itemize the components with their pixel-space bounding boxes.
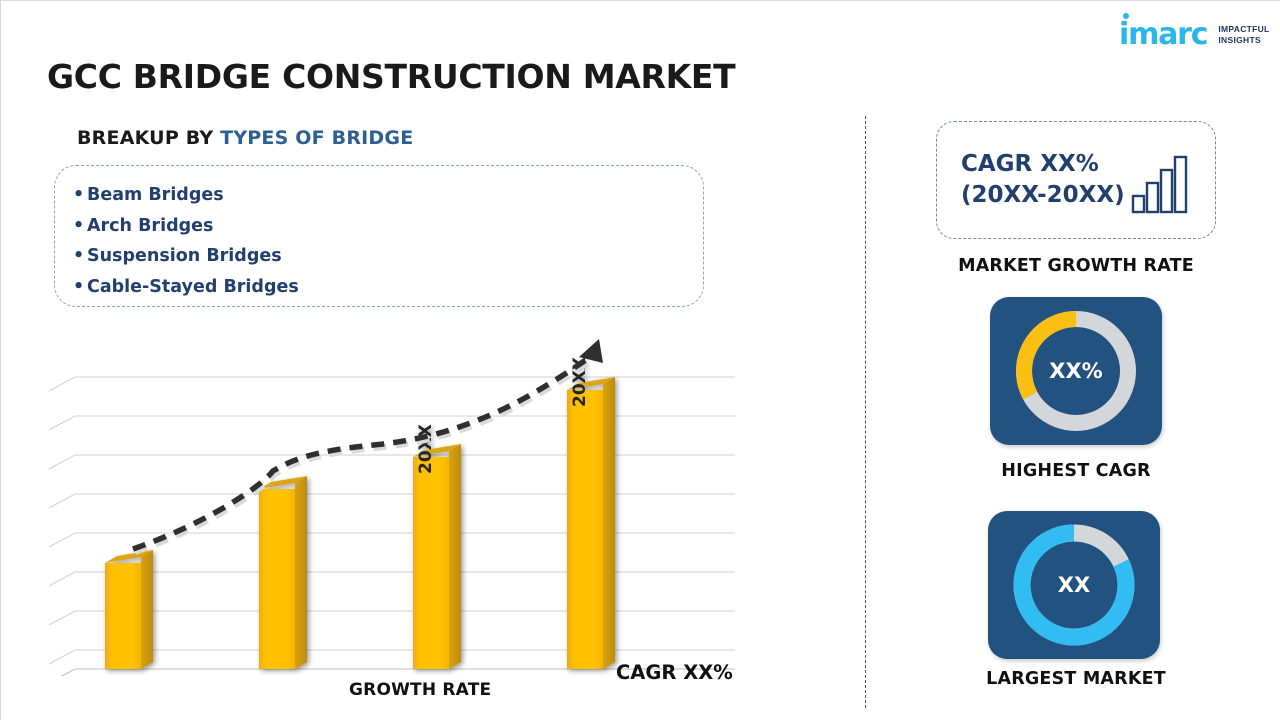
segmentation-heading-highlight: TYPES OF BRIDGE [220,127,414,149]
logo-word-text: imarc [1119,17,1209,52]
list-item: • Beam Bridges [73,180,703,211]
bar-chart-svg: 20XX 20XX [48,339,735,676]
logo-tagline: IMPACTFUL INSIGHTS [1218,24,1269,46]
highest-cagr-donut [1016,311,1136,431]
largest-market-caption: LARGEST MARKET [986,669,1166,689]
page-title: GCC BRIDGE CONSTRUCTION MARKET [47,57,736,96]
bar-1 [105,550,153,669]
market-growth-rate-box: CAGR XX% (20XX-20XX) [936,121,1216,239]
largest-market-card: XX [988,511,1160,659]
growth-bar-chart: 20XX 20XX CAGR XX% GROWTH RATE [47,331,757,720]
market-growth-rate-caption: MARKET GROWTH RATE [958,256,1194,276]
bar-4-label: 20XX [570,357,590,407]
vertical-divider [865,116,866,708]
bar-chart-icon [1131,155,1188,214]
imarc-logo: imarc IMPACTFUL INSIGHTS [1119,13,1269,55]
bullet-icon: • [73,185,85,205]
bar-3: 20XX [413,424,461,669]
cagr-period: (20XX-20XX) [961,182,1125,208]
segment-label: Cable-Stayed Bridges [87,276,299,297]
bar-2 [259,476,307,669]
chart-gridlines [48,376,735,665]
list-item: • Arch Bridges [73,211,703,242]
cagr-value: CAGR XX% [961,151,1099,177]
chart-x-axis-label: GROWTH RATE [349,680,492,700]
list-item: • Cable-Stayed Bridges [73,272,703,303]
highest-cagr-caption: HIGHEST CAGR [1001,461,1151,481]
logo-tagline-line2: INSIGHTS [1218,35,1261,45]
logo-dot-icon [1123,13,1129,19]
largest-market-value: XX [1057,573,1091,597]
chart-baseline [60,668,735,676]
bar-4: 20XX [567,357,615,669]
highest-cagr-card: XX% [990,297,1162,445]
segment-label: Arch Bridges [87,215,214,236]
logo-wordmark: imarc [1119,13,1209,52]
trendline-arrow-icon [579,339,603,363]
segmentation-heading: BREAKUP BY TYPES OF BRIDGE [77,127,413,149]
bar-3-label: 20XX [416,424,436,474]
bullet-icon: • [73,215,85,236]
highest-cagr-value: XX% [1049,359,1103,383]
segment-label: Suspension Bridges [87,246,282,267]
chart-cagr-annotation: CAGR XX% [616,661,733,684]
segmentation-box: • Beam Bridges • Arch Bridges • Suspension … [54,165,704,307]
largest-market-donut [1013,524,1135,646]
cagr-text: CAGR XX% (20XX-20XX) [961,149,1125,211]
logo-tagline-line1: IMPACTFUL [1218,24,1270,34]
bullet-icon: • [73,276,85,297]
list-item: • Suspension Bridges [73,241,703,272]
segment-label: Beam Bridges [87,185,224,205]
bullet-icon: • [73,246,85,267]
trendline [132,339,603,555]
segmentation-heading-prefix: BREAKUP BY [77,127,221,149]
